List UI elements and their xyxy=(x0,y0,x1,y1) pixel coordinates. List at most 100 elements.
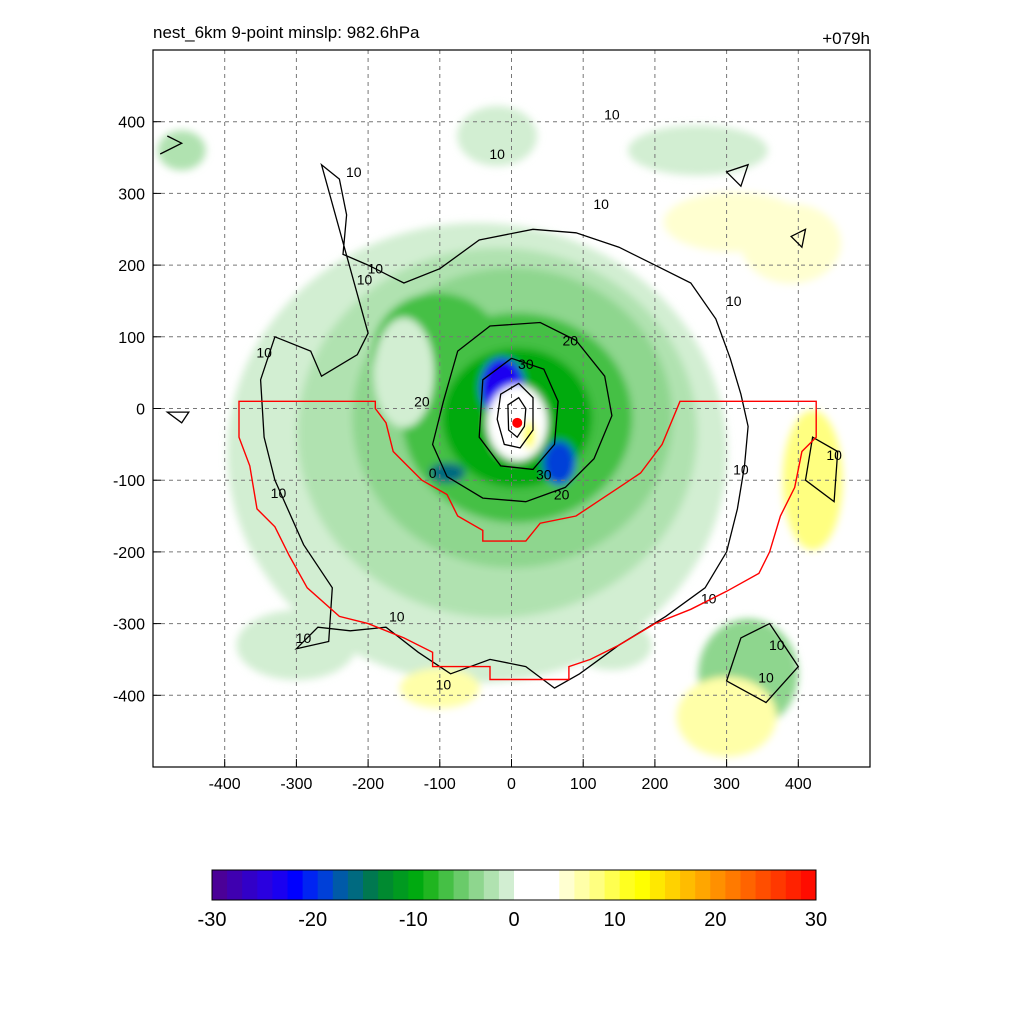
x-tick-label: -100 xyxy=(424,776,456,793)
forecast-hour: +079h xyxy=(822,29,870,48)
colorbar-swatch xyxy=(242,870,258,900)
contour-label: 20 xyxy=(563,332,579,348)
storm-center-marker xyxy=(512,417,523,428)
y-tick-label: 0 xyxy=(136,402,145,419)
colorbar-swatch xyxy=(272,870,288,900)
field-patch xyxy=(157,130,206,171)
field-patch xyxy=(627,125,768,176)
colorbar-swatch xyxy=(649,870,666,900)
y-tick-label: 300 xyxy=(118,186,145,203)
colorbar-swatch xyxy=(529,870,545,900)
colorbar-label: -20 xyxy=(298,909,327,931)
field-patch xyxy=(457,106,538,167)
y-tick-label: 100 xyxy=(118,330,145,347)
x-tick-label: 400 xyxy=(785,776,812,793)
colorbar-swatch xyxy=(589,870,606,900)
contour-label: 10 xyxy=(826,447,842,463)
colorbar-swatch xyxy=(755,870,772,900)
contour-line xyxy=(804,436,839,503)
colorbar-swatch xyxy=(378,870,394,900)
plot-area: 1010101010101010101010101010101010202020… xyxy=(153,50,870,767)
y-tick-label: -200 xyxy=(113,545,145,562)
x-tick-label: -200 xyxy=(352,776,384,793)
x-tick-label: 100 xyxy=(570,776,597,793)
y-axis: 400 300 200 100 0 -100 -200 -300 -400 xyxy=(113,115,161,705)
contour-label: 20 xyxy=(554,487,570,503)
colorbar-swatch xyxy=(544,870,560,900)
x-axis: -400 -300 -200 -100 0 100 200 300 400 xyxy=(209,759,812,793)
analysis-region-outline xyxy=(238,400,817,681)
colorbar-swatch xyxy=(665,870,681,900)
colorbar-label: 30 xyxy=(805,909,827,931)
y-tick-label: -100 xyxy=(113,473,145,490)
colorbar-swatch xyxy=(347,870,364,900)
colorbar-swatch xyxy=(695,870,711,900)
colorbar-label: -30 xyxy=(198,909,227,931)
colorbar-swatch xyxy=(619,870,636,900)
y-tick-label: -400 xyxy=(113,688,145,705)
contour-label: 10 xyxy=(758,669,774,685)
colorbar-swatch xyxy=(302,870,319,900)
colorbar-swatch xyxy=(498,870,515,900)
colorbar-swatch xyxy=(483,870,500,900)
x-tick-label: 0 xyxy=(507,776,516,793)
colorbar-swatch xyxy=(408,870,424,900)
colorbar-swatch xyxy=(468,870,485,900)
colorbar-swatch xyxy=(317,870,334,900)
colorbar-swatch xyxy=(287,870,304,900)
colorbar-swatch xyxy=(785,870,802,900)
colorbar-swatch xyxy=(257,870,273,900)
colorbar-swatch xyxy=(423,870,439,900)
colorbar-label: 0 xyxy=(508,909,519,931)
contour-label: 10 xyxy=(489,146,505,162)
contour-label: 10 xyxy=(256,345,272,361)
colorbar-swatch xyxy=(680,870,696,900)
contour-label: 10 xyxy=(367,261,383,277)
x-tick-label: 300 xyxy=(713,776,740,793)
colorbar-swatch xyxy=(453,870,470,900)
colorbar-swatch xyxy=(212,870,228,900)
field-patch xyxy=(571,620,652,671)
contour-label: 10 xyxy=(357,271,373,287)
contour-label: 0 xyxy=(429,465,437,481)
colorbar-swatch xyxy=(634,870,651,900)
y-tick-label: 200 xyxy=(118,258,145,275)
colorbar: -30 -20 -10 0 10 20 30 xyxy=(198,869,827,931)
contour-line xyxy=(725,622,800,704)
colorbar-label: 20 xyxy=(704,909,726,931)
colorbar-swatch xyxy=(800,870,817,900)
contour-line xyxy=(789,228,807,249)
contour-label: 10 xyxy=(593,196,609,212)
field-patch xyxy=(429,462,466,483)
colorbar-swatch xyxy=(710,870,726,900)
field-patch xyxy=(543,440,576,485)
contour-line xyxy=(496,382,534,449)
contour-label: 30 xyxy=(518,356,534,372)
contour-label: 10 xyxy=(604,107,620,123)
colorbar-swatch xyxy=(363,870,379,900)
shaded-field xyxy=(157,106,843,757)
colorbar-swatch xyxy=(514,870,530,900)
colorbar-swatch xyxy=(770,870,787,900)
colorbar-swatch xyxy=(393,870,409,900)
contour-line xyxy=(507,396,527,439)
colorbar-swatch xyxy=(725,870,741,900)
y-tick-label: 400 xyxy=(118,115,145,132)
field-patch xyxy=(373,317,434,428)
x-tick-label: 200 xyxy=(642,776,669,793)
chart-title: nest_6km 9-point minslp: 982.6hPa xyxy=(153,23,420,42)
x-tick-label: -400 xyxy=(209,776,241,793)
colorbar-swatch xyxy=(740,870,757,900)
contour-label: 10 xyxy=(296,630,312,646)
colorbar-swatch xyxy=(574,870,590,900)
contour-label: 10 xyxy=(733,461,749,477)
colorbar-label: 10 xyxy=(604,909,626,931)
contour-label: 20 xyxy=(414,393,430,409)
contour-label: 10 xyxy=(726,293,742,309)
contour-line xyxy=(725,163,750,188)
field-patch xyxy=(399,668,480,709)
colorbar-swatch xyxy=(227,870,243,900)
contour-label: 10 xyxy=(701,591,717,607)
colorbar-label: -10 xyxy=(399,909,428,931)
field-patch xyxy=(741,203,842,284)
